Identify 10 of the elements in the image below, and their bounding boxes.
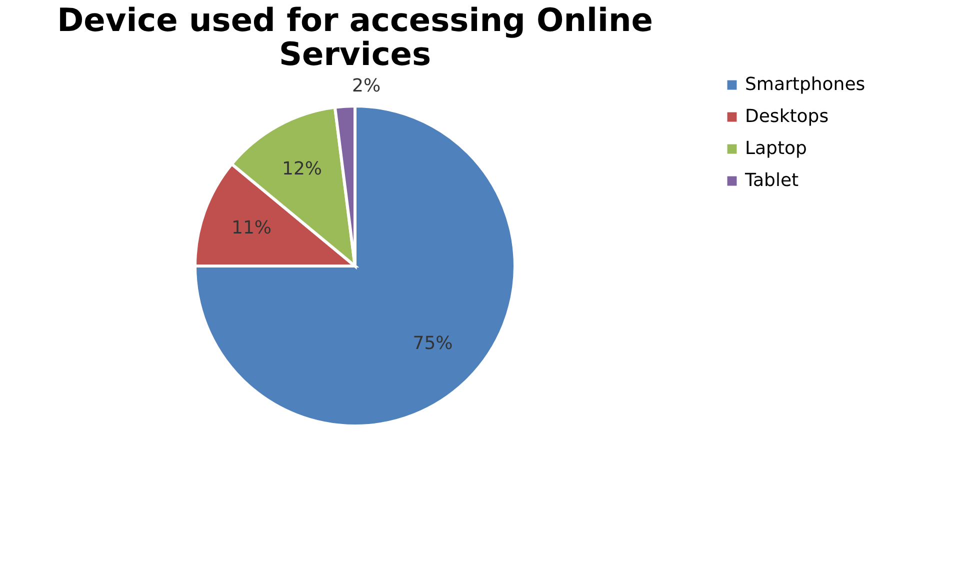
data-label: 2%	[352, 75, 381, 96]
legend-label: Tablet	[744, 170, 799, 191]
legend-label: Laptop	[745, 138, 807, 159]
pie-slice	[194, 104, 516, 428]
data-label: 12%	[282, 158, 322, 180]
legend-label: Smartphones	[745, 74, 866, 95]
data-label: 75%	[412, 332, 453, 354]
legend-label: Desktops	[745, 106, 829, 127]
data-label: 11%	[231, 218, 272, 239]
chart-title: Device used for accessing Online Services	[57, 1, 653, 73]
